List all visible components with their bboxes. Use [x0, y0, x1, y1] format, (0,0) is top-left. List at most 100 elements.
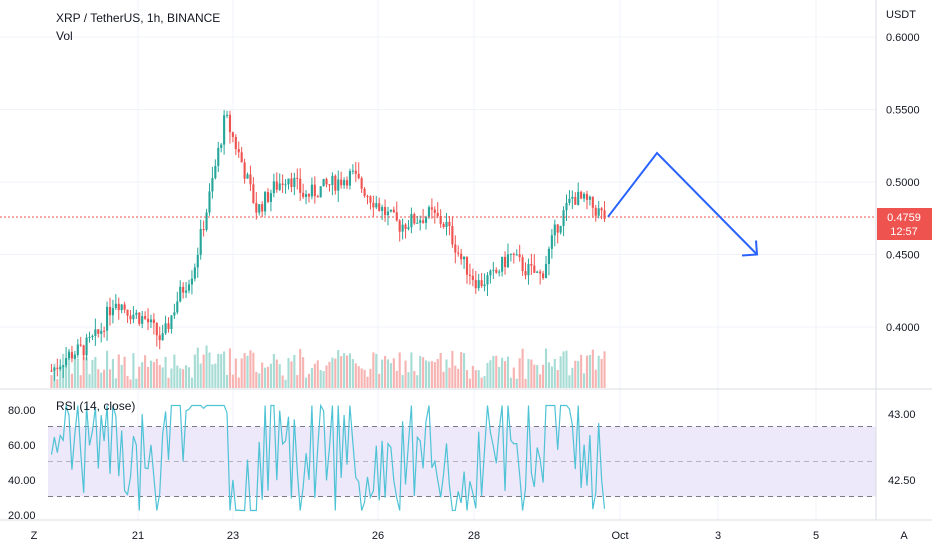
- candle-body: [506, 254, 510, 268]
- candle-body: [243, 162, 246, 179]
- volume-bar: [249, 350, 252, 388]
- volume-bar: [237, 377, 240, 388]
- volume-bar: [176, 365, 179, 388]
- grid-lines: [0, 0, 876, 520]
- candle-body: [547, 248, 550, 264]
- volume-bar: [56, 379, 59, 388]
- candle-body: [246, 174, 249, 179]
- candle-body: [439, 215, 442, 224]
- volume-bar: [287, 358, 290, 388]
- candle-body: [351, 170, 354, 172]
- volume-bar: [328, 361, 331, 388]
- rsi-tick-20: 20.00: [8, 510, 36, 522]
- price-tick-label: 0.6000: [886, 32, 920, 44]
- candle-body: [369, 196, 372, 203]
- candle-body: [319, 186, 322, 198]
- volume-bar: [395, 370, 398, 388]
- rsi-tick-60: 60.00: [8, 440, 36, 452]
- candle-body: [76, 344, 79, 356]
- candle-body: [120, 304, 123, 311]
- candle-body: [228, 114, 232, 133]
- price-axis[interactable]: 0.6000 0.5500 0.5000 0.4500 0.4000: [886, 32, 920, 334]
- volume-bar: [501, 357, 504, 388]
- volume-bar: [454, 365, 457, 388]
- volume-bar: [492, 355, 495, 388]
- volume-bar: [536, 365, 539, 388]
- candle-body: [340, 179, 343, 186]
- candle-body: [331, 175, 334, 186]
- candle-body: [164, 323, 167, 334]
- volume-bar: [539, 374, 542, 388]
- volume-bar: [384, 355, 387, 388]
- candle-body: [62, 365, 65, 368]
- candle-body: [293, 177, 296, 187]
- volume-bar: [50, 375, 53, 388]
- volume-bar: [521, 348, 524, 388]
- candle-body: [225, 114, 229, 116]
- volume-bar: [117, 354, 120, 388]
- candle-body: [231, 132, 234, 137]
- volume-bar: [348, 353, 352, 388]
- volume-bar: [369, 368, 372, 388]
- candle-body: [310, 184, 313, 197]
- candle-body: [556, 224, 559, 233]
- zoom-button[interactable]: Z: [31, 530, 38, 542]
- volume-bar: [173, 354, 176, 388]
- candle-body: [501, 256, 504, 272]
- volume-bar: [468, 378, 471, 388]
- candle-body: [290, 178, 293, 187]
- candle-body: [106, 306, 109, 331]
- volume-bar: [378, 373, 381, 388]
- volume-bar: [463, 353, 466, 388]
- volume-bar: [234, 358, 237, 388]
- candlesticks[interactable]: [50, 110, 606, 381]
- auto-scale-button[interactable]: A: [900, 530, 908, 542]
- price-badge-countdown: 12:57: [890, 226, 918, 238]
- volume-bar: [141, 362, 144, 388]
- candle-body: [59, 367, 62, 369]
- volume-bar: [103, 369, 106, 388]
- volume-bar: [100, 372, 103, 388]
- volume-bar: [108, 369, 112, 388]
- candle-body: [530, 264, 533, 266]
- time-tick-label: 21: [132, 530, 144, 542]
- candle-body: [413, 214, 416, 224]
- volume-bar: [278, 364, 281, 388]
- candle-body: [146, 318, 150, 323]
- candle-body: [550, 235, 553, 249]
- volume-bar: [471, 365, 474, 388]
- volume-bar: [205, 345, 208, 388]
- candle-body: [249, 174, 252, 185]
- candle-body: [392, 209, 395, 213]
- candle-body: [214, 165, 217, 179]
- volume-bar: [591, 349, 594, 388]
- volume-bar: [182, 369, 185, 388]
- candle-body: [498, 271, 501, 273]
- candle-body: [269, 193, 272, 202]
- candle-body: [407, 227, 410, 230]
- candle-body: [419, 220, 422, 223]
- candle-body: [108, 306, 112, 316]
- volume-bar: [91, 359, 94, 388]
- volume-bar: [152, 362, 155, 388]
- candle-body: [410, 214, 413, 228]
- candle-body: [386, 211, 390, 216]
- volume-bar: [293, 354, 296, 388]
- volume-bar: [129, 379, 132, 388]
- volume-bar: [70, 373, 74, 388]
- volume-bar: [568, 375, 571, 388]
- candle-body: [281, 183, 284, 185]
- volume-bar: [220, 354, 223, 388]
- volume-bar: [489, 360, 492, 388]
- candle-body: [375, 203, 378, 208]
- candle-body: [357, 173, 360, 179]
- candle-body: [208, 191, 211, 213]
- time-axis[interactable]: 21 23 26 28 Oct 3 5: [132, 530, 819, 542]
- volume-bar: [67, 350, 71, 388]
- candle-body: [187, 284, 191, 291]
- candle-body: [193, 267, 196, 279]
- volume-bar: [149, 360, 153, 388]
- candle-body: [422, 220, 425, 223]
